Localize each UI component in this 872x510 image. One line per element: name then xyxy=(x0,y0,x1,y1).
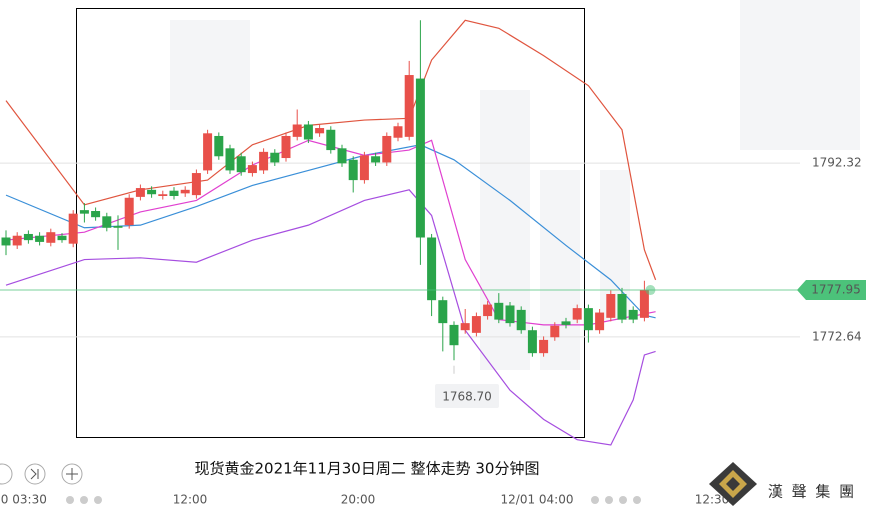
candle-body xyxy=(303,124,313,140)
candle-body xyxy=(158,194,168,196)
scroll-dot xyxy=(633,496,641,504)
candle-body xyxy=(57,235,67,241)
button-prev[interactable] xyxy=(0,463,13,485)
candle-body xyxy=(68,213,78,244)
candle-body xyxy=(225,148,235,171)
candle-body xyxy=(91,211,101,218)
candle-body xyxy=(438,300,448,324)
indicator-line xyxy=(5,144,656,319)
candle-body xyxy=(639,290,649,318)
candle-body xyxy=(415,78,425,238)
candle-body xyxy=(270,152,280,163)
candle-body xyxy=(35,235,45,242)
candle-body xyxy=(113,226,123,228)
candle-body xyxy=(135,188,145,197)
scroll-dot xyxy=(80,496,88,504)
candle-body xyxy=(191,173,201,196)
y-tick-label: 1792.32 xyxy=(812,156,862,170)
plot: 1792.32 1772.64 30 03:30 12:00 20:00 12/01 04… xyxy=(0,19,866,507)
candle-body xyxy=(483,304,493,317)
candle-body xyxy=(214,135,224,157)
candle-body xyxy=(169,190,179,196)
candle-body xyxy=(628,309,638,320)
candle-body xyxy=(236,156,246,173)
candle-body xyxy=(348,159,358,181)
candle-body xyxy=(382,135,392,163)
candle-body xyxy=(102,216,112,228)
x-tick-label: 20:00 xyxy=(341,493,376,507)
scroll-dot xyxy=(591,496,599,504)
candle-body xyxy=(516,309,526,331)
x-tick-label: 12:00 xyxy=(173,493,208,507)
x-tick-label: 30 03:30 xyxy=(0,493,47,507)
candle-body xyxy=(561,321,571,325)
candle-body xyxy=(12,235,22,246)
candle-body xyxy=(449,324,459,346)
last-price-label: 1777.95 xyxy=(811,283,861,297)
y-tick-label: 1772.64 xyxy=(812,329,862,343)
indicator-line xyxy=(5,189,656,446)
candle-body xyxy=(1,237,11,246)
brand: 漢 聲 集 團 xyxy=(768,483,856,501)
candle-body xyxy=(79,210,89,214)
scroll-dot xyxy=(66,496,74,504)
candle-body xyxy=(471,316,481,333)
low-annotation-label: 1768.70 xyxy=(442,390,492,404)
last-price-dot xyxy=(645,285,656,296)
x-tick-label: 12:30 xyxy=(695,493,730,507)
candle-body xyxy=(617,294,627,320)
candle-body xyxy=(527,330,537,354)
candle-body xyxy=(505,305,515,324)
candle-body xyxy=(259,151,269,171)
candle-body xyxy=(606,294,616,318)
candle-body xyxy=(371,156,381,163)
background-pattern xyxy=(170,0,860,370)
logo: 漢 聲 集 團 xyxy=(709,462,856,506)
candle-body xyxy=(583,308,593,331)
low-annotation-box xyxy=(435,384,499,408)
candle-body xyxy=(23,233,33,241)
candle-body xyxy=(460,323,470,331)
candle-body xyxy=(359,155,369,181)
candle-body xyxy=(572,308,582,320)
caption: 现货黄金2021年11月30日周二 整体走势 30分钟图 xyxy=(195,460,540,478)
candle-body xyxy=(326,129,336,151)
candle-body xyxy=(203,133,213,171)
candle-body xyxy=(337,148,347,164)
button-next[interactable] xyxy=(24,463,46,485)
candle-body xyxy=(393,126,403,138)
candle-body xyxy=(427,237,437,301)
candle-body xyxy=(595,312,605,331)
controls xyxy=(0,463,83,485)
candle-body xyxy=(404,75,414,137)
candle-body xyxy=(281,135,291,159)
candle-body xyxy=(247,165,257,174)
candle-body xyxy=(124,197,134,226)
candle-body xyxy=(550,325,560,338)
last-price-badge xyxy=(797,280,866,301)
x-tick-label: 12/01 04:00 xyxy=(501,493,574,507)
candle-body xyxy=(180,189,190,194)
scroll-dot xyxy=(619,496,627,504)
candle-body xyxy=(147,189,157,195)
scroll-dot xyxy=(605,496,613,504)
candle-body xyxy=(315,128,325,134)
candle-body xyxy=(539,339,549,354)
candle-body xyxy=(494,302,504,320)
candle-body xyxy=(46,232,56,243)
candle-body xyxy=(292,124,302,137)
scroll-dot xyxy=(94,496,102,504)
